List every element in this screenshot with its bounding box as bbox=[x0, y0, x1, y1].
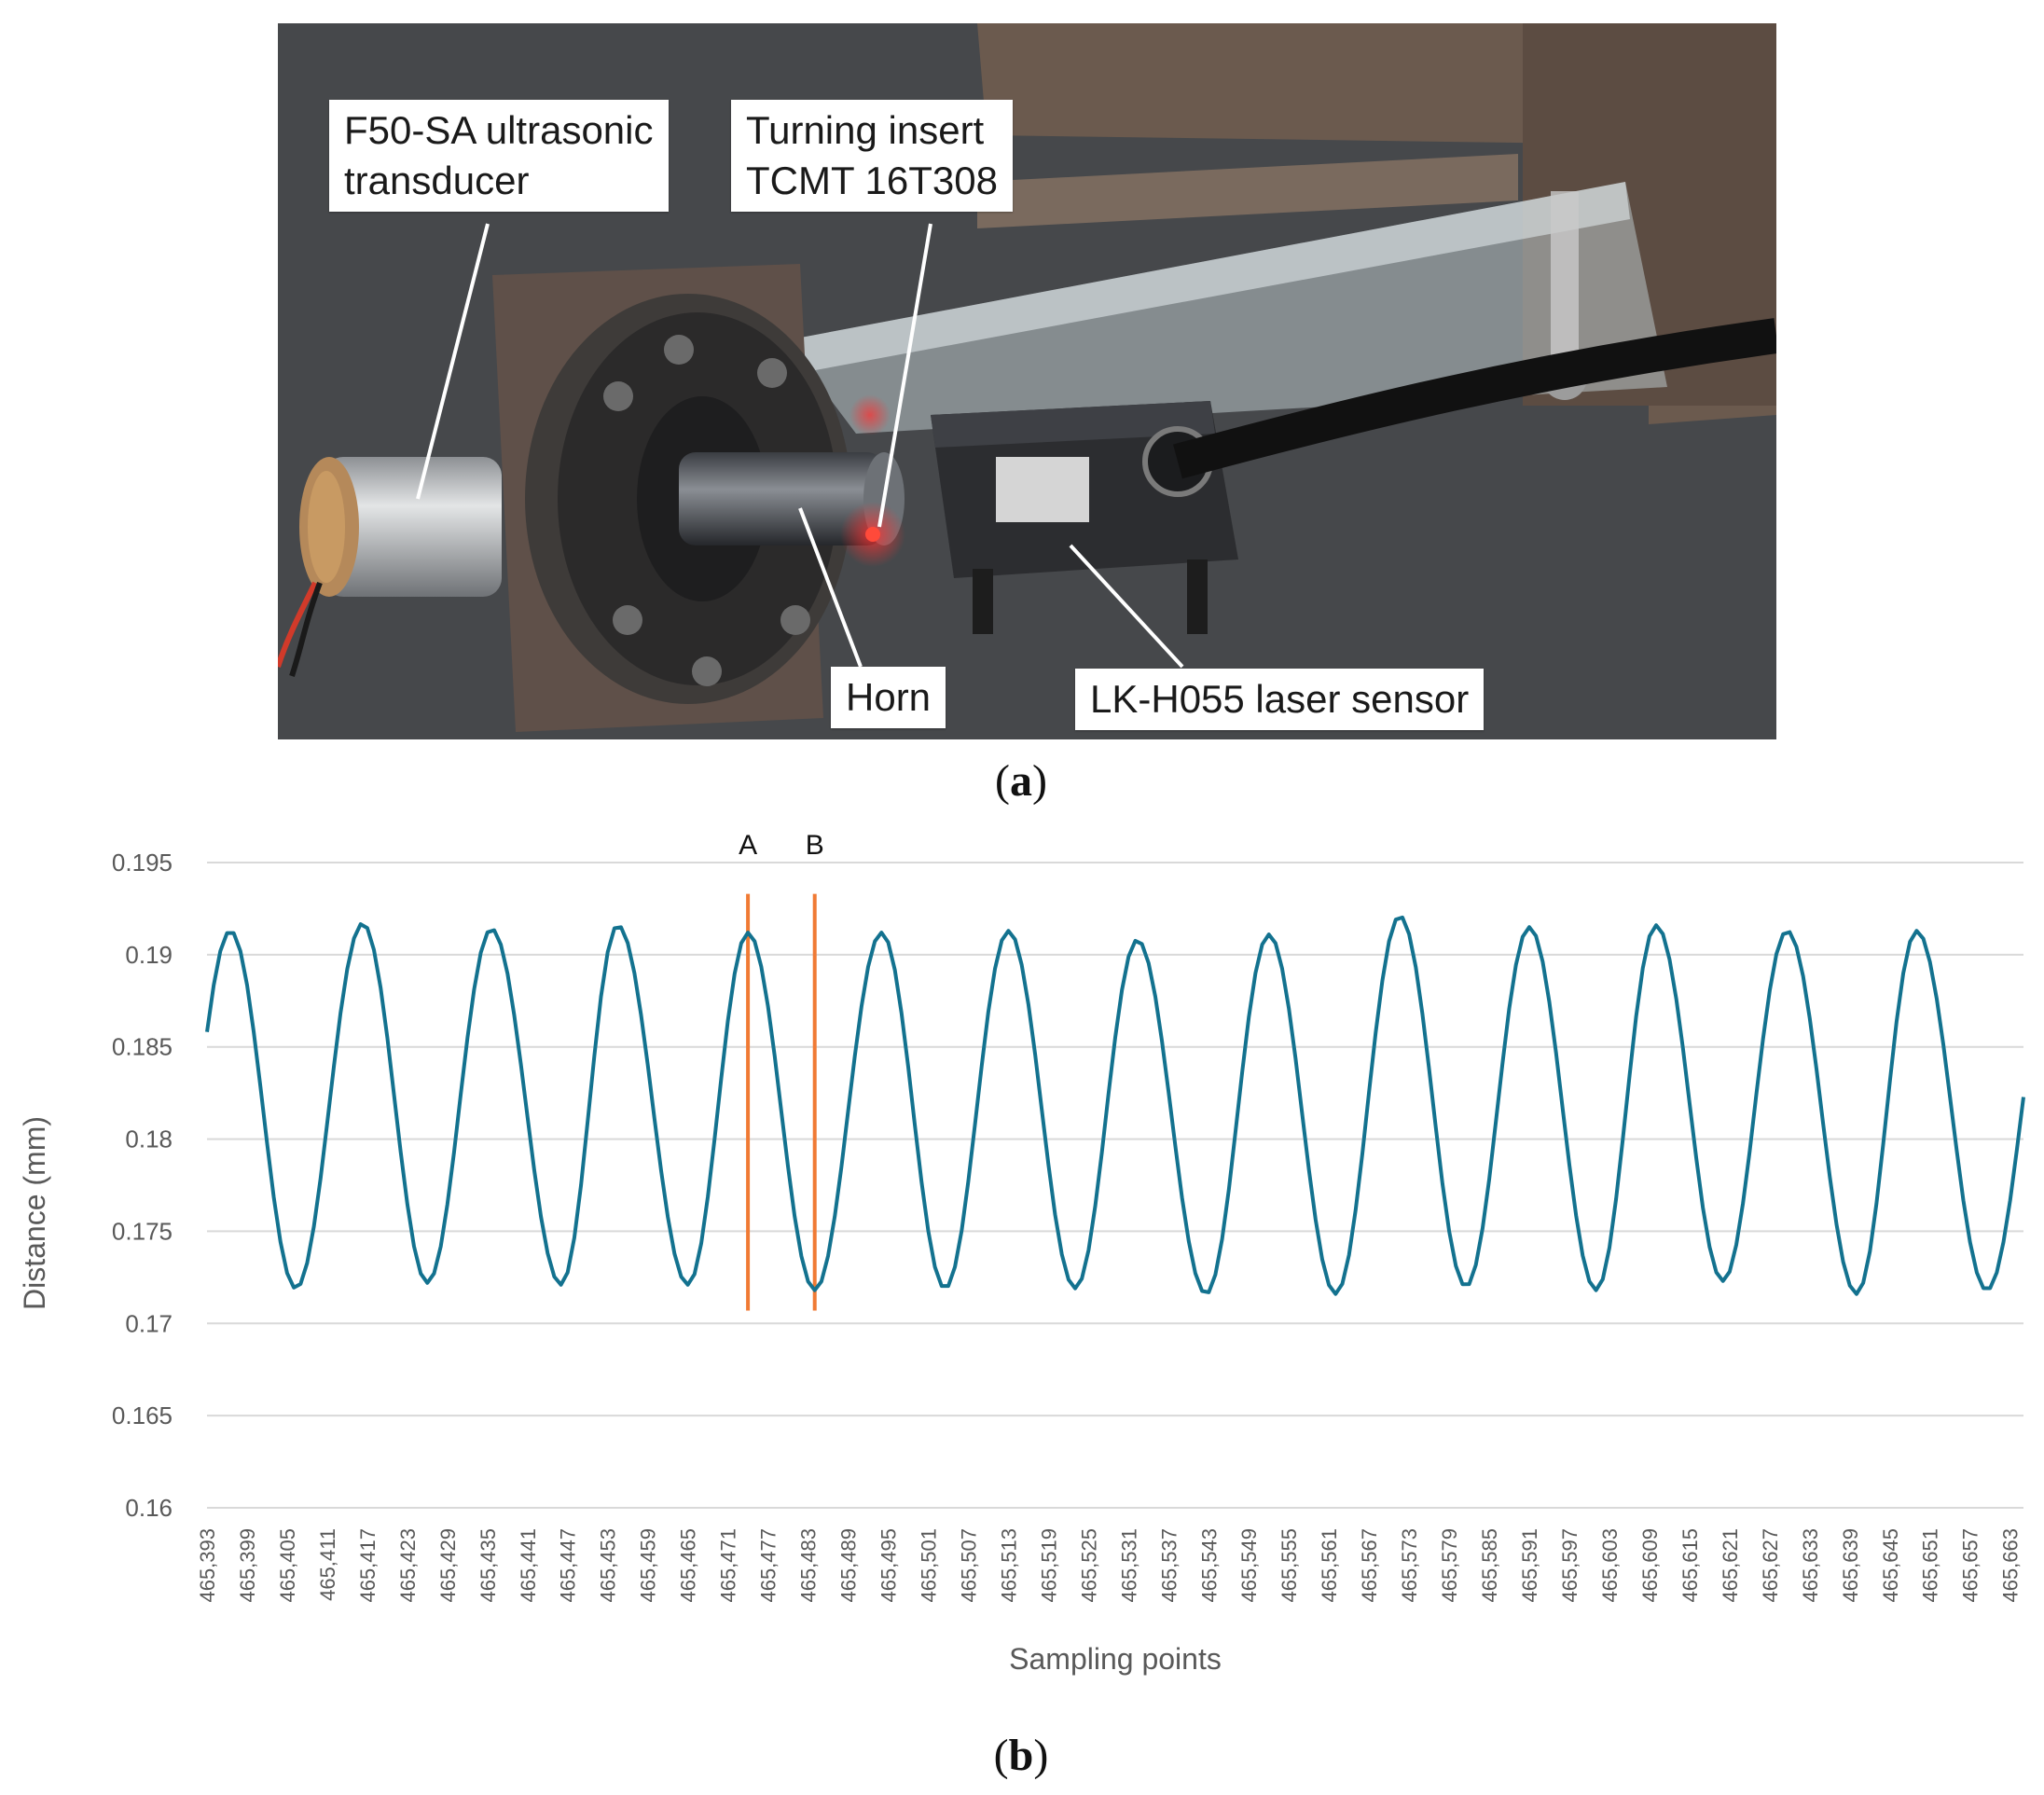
x-tick-label: 465,513 bbox=[997, 1528, 1020, 1603]
x-tick-label: 465,411 bbox=[316, 1528, 339, 1601]
marker-label-b: B bbox=[806, 830, 824, 861]
callout-transducer: F50-SA ultrasonic transducer bbox=[329, 100, 669, 212]
x-tick-label: 465,483 bbox=[797, 1528, 821, 1603]
x-tick-label: 465,603 bbox=[1598, 1528, 1622, 1603]
x-tick-label: 465,543 bbox=[1197, 1528, 1221, 1603]
x-axis-title: Sampling points bbox=[1009, 1642, 1222, 1676]
y-axis-ticks: 0.16 0.165 0.17 0.175 0.18 0.185 0.19 0.195 bbox=[112, 849, 173, 1522]
y-tick-label: 0.18 bbox=[125, 1125, 173, 1153]
callout-turning-insert: Turning insert TCMT 16T308 bbox=[731, 100, 1013, 212]
x-tick-label: 465,555 bbox=[1278, 1528, 1301, 1603]
x-tick-label: 465,657 bbox=[1959, 1528, 1982, 1603]
x-tick-label: 465,585 bbox=[1478, 1528, 1501, 1603]
x-tick-label: 465,465 bbox=[677, 1528, 700, 1603]
x-tick-label: 465,423 bbox=[396, 1528, 420, 1603]
x-axis-ticks: 465,393 465,399 465,405 465,411 465,417 465,4… bbox=[196, 1528, 2023, 1603]
x-tick-label: 465,525 bbox=[1077, 1528, 1100, 1603]
x-tick-label: 465,531 bbox=[1117, 1528, 1140, 1603]
horn-body bbox=[679, 452, 884, 545]
transducer-body bbox=[325, 457, 502, 597]
x-tick-label: 465,573 bbox=[1398, 1528, 1421, 1603]
x-tick-label: 465,405 bbox=[276, 1528, 299, 1603]
x-tick-label: 465,447 bbox=[557, 1528, 580, 1603]
x-tick-label: 465,399 bbox=[236, 1528, 259, 1603]
x-tick-label: 465,627 bbox=[1759, 1528, 1782, 1603]
displacement-chart: 0.16 0.165 0.17 0.175 0.18 0.185 0.19 0.195 465… bbox=[0, 830, 2044, 1725]
x-tick-label: 465,651 bbox=[1919, 1528, 1942, 1603]
panel-letter-a: a bbox=[1010, 756, 1032, 806]
x-tick-label: 465,621 bbox=[1719, 1528, 1742, 1603]
x-tick-label: 465,537 bbox=[1157, 1528, 1181, 1603]
x-tick-label: 465,441 bbox=[517, 1528, 540, 1603]
marker-label-a: A bbox=[739, 830, 757, 861]
x-tick-label: 465,615 bbox=[1678, 1528, 1702, 1603]
series-layer bbox=[205, 915, 2025, 1296]
x-tick-label: 465,579 bbox=[1438, 1528, 1461, 1603]
setup-photo: F50-SA ultrasonic transducer Turning ins… bbox=[278, 23, 1776, 739]
y-tick-label: 0.165 bbox=[112, 1401, 173, 1429]
panel-letter-b: b bbox=[1008, 1731, 1034, 1780]
gridlines bbox=[207, 862, 2023, 1509]
y-tick-label: 0.195 bbox=[112, 849, 173, 877]
x-tick-label: 465,567 bbox=[1358, 1528, 1381, 1603]
x-tick-label: 465,495 bbox=[877, 1528, 901, 1603]
x-tick-label: 465,459 bbox=[637, 1528, 660, 1603]
y-tick-label: 0.19 bbox=[125, 941, 173, 969]
panel-label-b: (b) bbox=[993, 1731, 1049, 1780]
x-tick-label: 465,429 bbox=[436, 1528, 460, 1603]
x-tick-label: 465,549 bbox=[1237, 1528, 1261, 1603]
x-tick-label: 465,663 bbox=[1999, 1528, 2023, 1603]
sensor-cable bbox=[1173, 318, 1776, 479]
x-tick-label: 465,417 bbox=[356, 1528, 380, 1603]
x-tick-label: 465,435 bbox=[476, 1528, 500, 1603]
x-tick-label: 465,591 bbox=[1518, 1528, 1541, 1603]
x-tick-label: 465,489 bbox=[837, 1528, 861, 1603]
callout-horn: Horn bbox=[831, 667, 946, 728]
series-line bbox=[205, 915, 2025, 1296]
x-tick-label: 465,645 bbox=[1879, 1528, 1902, 1603]
x-tick-label: 465,609 bbox=[1638, 1528, 1662, 1603]
y-tick-label: 0.185 bbox=[112, 1033, 173, 1061]
y-tick-label: 0.175 bbox=[112, 1217, 173, 1245]
x-tick-label: 465,393 bbox=[196, 1528, 219, 1603]
x-tick-label: 465,633 bbox=[1799, 1528, 1822, 1603]
x-tick-label: 465,519 bbox=[1037, 1528, 1060, 1603]
chart-canvas: 0.16 0.165 0.17 0.175 0.18 0.185 0.19 0.195 465… bbox=[18, 830, 2025, 1676]
x-tick-label: 465,507 bbox=[957, 1528, 980, 1603]
x-tick-label: 465,477 bbox=[757, 1528, 780, 1603]
x-tick-label: 465,639 bbox=[1839, 1528, 1862, 1603]
x-tick-label: 465,561 bbox=[1318, 1528, 1341, 1603]
x-tick-label: 465,471 bbox=[717, 1528, 740, 1603]
y-axis-title: Distance (mm) bbox=[18, 1116, 51, 1310]
x-tick-label: 465,453 bbox=[597, 1528, 620, 1603]
y-tick-label: 0.17 bbox=[125, 1309, 173, 1337]
callout-laser-sensor: LK-H055 laser sensor bbox=[1075, 669, 1485, 730]
panel-label-a: (a) bbox=[995, 756, 1047, 806]
x-tick-label: 465,597 bbox=[1558, 1528, 1581, 1603]
y-tick-label: 0.16 bbox=[125, 1494, 173, 1522]
x-tick-label: 465,501 bbox=[917, 1528, 940, 1603]
